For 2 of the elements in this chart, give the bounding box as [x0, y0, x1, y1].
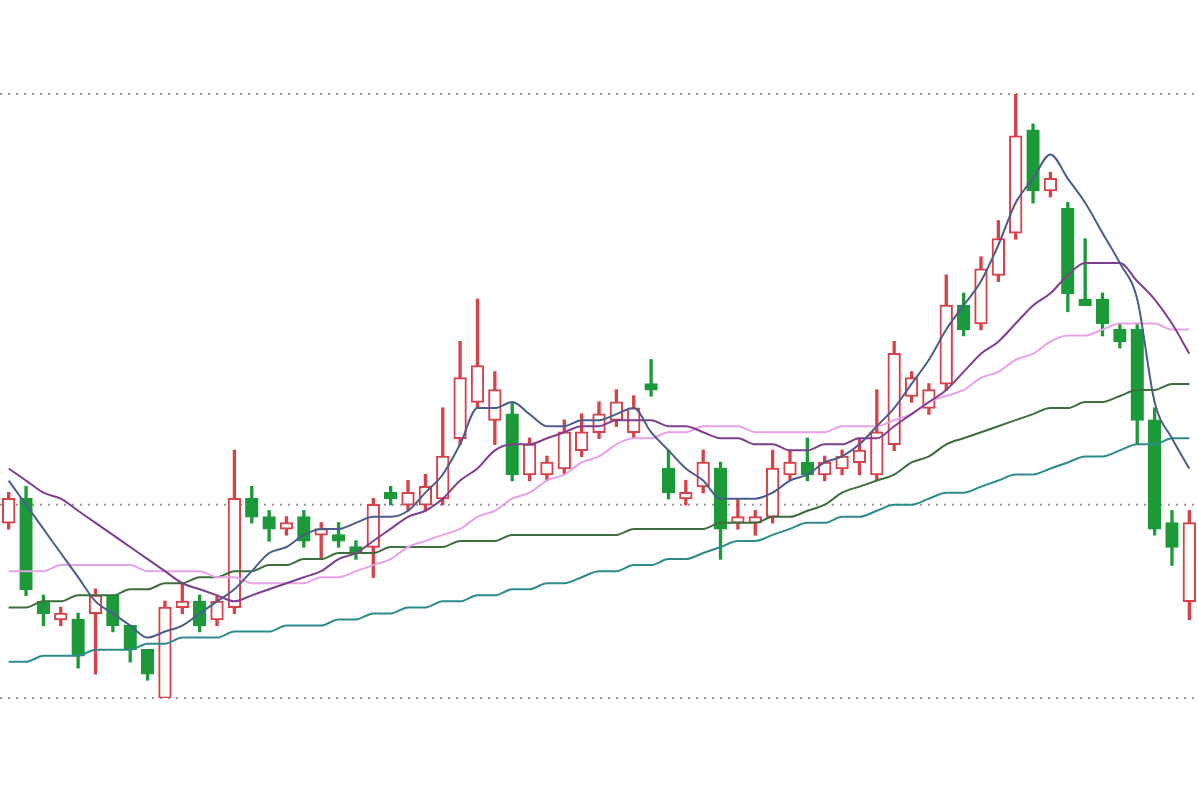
candlestick: [1078, 238, 1092, 307]
candlestick: [644, 359, 658, 397]
